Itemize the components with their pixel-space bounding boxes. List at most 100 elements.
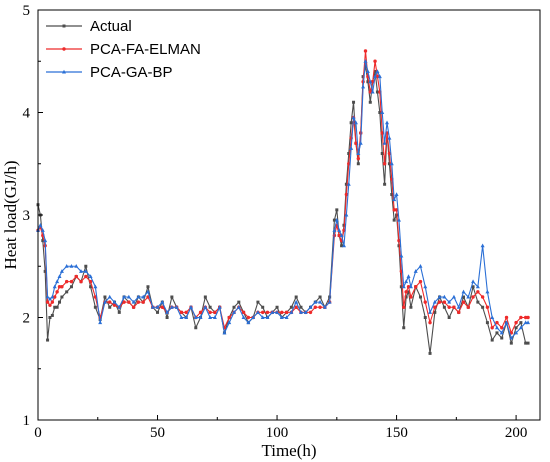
data-point-actual: [404, 295, 408, 299]
data-point-pca-ga-bp: [294, 299, 299, 304]
data-point-actual: [471, 285, 475, 289]
data-point-actual: [208, 305, 212, 309]
data-point-pca-ga-bp: [50, 294, 55, 299]
data-point-actual: [299, 305, 303, 309]
data-point-actual: [349, 121, 353, 125]
data-point-pca-ga-bp: [456, 305, 461, 309]
data-point-actual: [514, 326, 518, 330]
data-point-pca-fa-elman: [241, 310, 246, 315]
data-point-pca-fa-elman: [354, 141, 358, 145]
data-point-actual: [495, 331, 499, 335]
data-point-pca-ga-bp: [461, 289, 466, 294]
data-point-pca-ga-bp: [198, 315, 203, 319]
data-point-pca-fa-elman: [88, 279, 93, 284]
data-point-actual: [407, 290, 411, 294]
y-tick-label: 2: [23, 311, 31, 327]
data-point-pca-ga-bp: [313, 299, 318, 304]
data-point-pca-ga-bp: [227, 320, 232, 325]
data-point-pca-ga-bp: [346, 182, 351, 186]
data-point-actual: [146, 285, 150, 289]
y-tick-label: 4: [23, 106, 31, 122]
data-point-pca-fa-elman: [461, 300, 466, 304]
data-point-pca-ga-bp: [442, 294, 447, 299]
data-point-pca-ga-bp: [365, 69, 370, 73]
data-point-pca-fa-elman: [55, 290, 59, 294]
data-point-pca-fa-elman: [392, 208, 396, 212]
data-point-actual: [490, 338, 494, 342]
data-point-pca-ga-bp: [341, 243, 346, 248]
data-point-actual: [170, 295, 174, 299]
data-point-pca-ga-bp: [370, 89, 375, 94]
data-point-pca-fa-elman: [495, 320, 499, 325]
data-point-pca-ga-bp: [351, 115, 356, 120]
data-point-pca-fa-elman: [373, 59, 377, 63]
data-point-pca-ga-bp: [64, 264, 69, 268]
data-point-pca-ga-bp: [418, 264, 423, 268]
data-point-pca-ga-bp: [401, 284, 406, 289]
data-point-pca-fa-elman: [519, 315, 523, 320]
data-point-pca-fa-elman: [64, 279, 69, 284]
data-point-pca-ga-bp: [437, 294, 442, 299]
data-point-pca-ga-bp: [102, 299, 107, 304]
data-point-pca-fa-elman: [382, 162, 387, 166]
data-point-pca-ga-bp: [358, 141, 363, 145]
data-point-pca-fa-elman: [413, 285, 418, 289]
y-tick-label: 5: [23, 3, 31, 19]
data-point-actual: [409, 305, 413, 309]
data-point-actual: [481, 305, 485, 309]
data-point-pca-ga-bp: [466, 294, 471, 299]
data-point-pca-ga-bp: [174, 305, 179, 309]
data-point-pca-fa-elman: [141, 300, 145, 304]
data-point-pca-ga-bp: [356, 151, 361, 155]
data-point-actual: [390, 193, 394, 196]
data-point-pca-ga-bp: [471, 279, 476, 284]
data-point-pca-ga-bp: [241, 315, 246, 319]
data-point-pca-ga-bp: [232, 310, 237, 314]
data-point-pca-ga-bp: [339, 233, 344, 237]
data-point-pca-ga-bp: [98, 320, 103, 325]
data-point-actual: [60, 295, 64, 299]
data-point-pca-ga-bp: [428, 310, 433, 314]
data-point-pca-ga-bp: [279, 315, 284, 319]
data-point-pca-fa-elman: [418, 279, 423, 284]
data-point-pca-ga-bp: [136, 294, 141, 299]
data-point-actual: [156, 310, 160, 314]
data-point-pca-ga-bp: [344, 212, 349, 217]
data-point-actual: [41, 239, 45, 243]
data-point-actual: [103, 295, 107, 299]
data-point-pca-ga-bp: [349, 146, 354, 150]
data-point-pca-ga-bp: [57, 274, 62, 278]
data-point-actual: [387, 162, 391, 166]
data-point-pca-ga-bp: [265, 315, 270, 319]
data-point-pca-fa-elman: [84, 274, 88, 279]
data-point-pca-fa-elman: [442, 300, 447, 304]
data-point-actual: [524, 341, 528, 345]
data-point-pca-ga-bp: [38, 223, 43, 227]
data-point-pca-fa-elman: [57, 285, 62, 289]
x-tick-label: 200: [505, 425, 528, 441]
data-point-pca-fa-elman: [60, 285, 64, 289]
data-point-pca-ga-bp: [399, 253, 404, 258]
data-point-actual: [256, 300, 260, 304]
data-point-pca-fa-elman: [184, 310, 188, 315]
data-point-actual: [442, 305, 446, 309]
data-point-actual: [84, 264, 88, 268]
data-point-pca-ga-bp: [337, 228, 342, 232]
data-point-pca-ga-bp: [514, 330, 519, 335]
data-point-pca-ga-bp: [179, 315, 184, 319]
data-point-pca-ga-bp: [79, 269, 84, 273]
data-point-pca-ga-bp: [375, 69, 380, 73]
data-point-pca-fa-elman: [514, 320, 518, 325]
data-point-pca-ga-bp: [131, 299, 136, 304]
data-point-pca-fa-elman: [261, 310, 265, 315]
data-point-pca-fa-elman: [344, 192, 349, 197]
data-point-actual: [352, 100, 356, 104]
data-point-actual: [50, 313, 54, 317]
data-point-actual: [93, 305, 97, 309]
data-point-pca-fa-elman: [356, 156, 361, 161]
data-point-actual: [194, 326, 198, 330]
series-pca-ga-bp: [36, 59, 531, 340]
ticks-layer: 0 50 100 150 200 1 2 3 4 5: [23, 3, 528, 441]
data-point-pca-ga-bp: [394, 192, 399, 196]
data-point-actual: [53, 305, 57, 309]
